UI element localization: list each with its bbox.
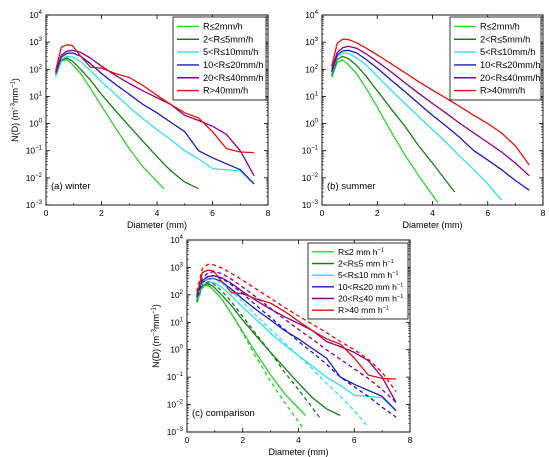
y-axis-label: N(D) (m−3mm−1) (10, 78, 20, 142)
y-tick-label: 10−1 (302, 146, 319, 156)
y-tick-label: 101 (29, 91, 42, 101)
x-axis-label: Diameter (mm) (127, 220, 187, 230)
panel-label: (a) winter (51, 181, 91, 192)
y-tick-label: 102 (305, 64, 318, 74)
y-tick-label: 104 (305, 10, 318, 20)
legend-label: R≤2mm/h (203, 21, 243, 31)
series-line-3 (55, 52, 255, 185)
x-tick-label: 0 (44, 208, 49, 218)
legend-label: R≤2 mm h−1 (338, 247, 384, 257)
legend-label: 10<R≤20 mm h−1 (338, 282, 403, 292)
y-tick-label: 100 (29, 119, 42, 129)
x-axis-label: Diameter (mm) (403, 220, 463, 230)
y-tick-label: 102 (29, 64, 42, 74)
series-line-5 (55, 44, 255, 154)
legend-label: 2<R≤5 mm h−1 (338, 259, 394, 269)
y-tick-label: 100 (170, 345, 183, 355)
legend-label: 5<R≤10mm/h (203, 47, 258, 57)
y-tick-label: 104 (170, 235, 183, 245)
series-line-11 (196, 263, 397, 392)
y-tick-label: 10−1 (167, 372, 184, 382)
legend-label: R≤2mm/h (480, 21, 520, 31)
y-tick-label: 101 (170, 317, 183, 327)
series-line-5 (331, 38, 530, 166)
series-line-3 (331, 49, 530, 191)
y-tick-label: 104 (29, 10, 42, 20)
legend-box (449, 16, 542, 101)
y-tick-label: 10−2 (167, 400, 184, 410)
x-tick-label: 6 (485, 208, 490, 218)
legend-box (307, 242, 409, 320)
x-axis-label: Diameter (mm) (269, 447, 329, 457)
y-tick-label: 103 (170, 262, 183, 272)
legend: R≤2mm/h 2<R≤5mm/h 5<R≤10mm/h 10<R≤20mm/h 20<… (449, 16, 542, 101)
x-tick-label: 0 (320, 208, 325, 218)
plot-area (196, 263, 397, 431)
x-tick-label: 2 (99, 208, 104, 218)
legend: R≤2 mm h−1 2<R≤5 mm h−15<R≤10 mm h−1 10<R≤… (307, 242, 409, 320)
series-line-9 (196, 275, 397, 418)
x-tick-label: 4 (430, 208, 435, 218)
y-tick-label: 10−3 (302, 200, 319, 210)
legend-label: 5<R≤10 mm h−1 (338, 270, 399, 280)
legend-label: 5<R≤10mm/h (480, 47, 535, 57)
legend: R≤2mm/h 2<R≤5mm/h 5<R≤10mm/h 10<R≤20mm/h 20<… (172, 16, 267, 101)
y-tick-label: 102 (170, 290, 183, 300)
y-axis-label: N(D) (m−3mm−1) (151, 304, 161, 368)
y-tick-label: 10−2 (26, 173, 43, 183)
series-line-2 (331, 52, 503, 201)
legend-label: 20<R≤40mm/h (203, 73, 263, 83)
x-tick-label: 6 (210, 208, 215, 218)
x-tick-label: 8 (541, 208, 546, 218)
y-tick-label: 10−3 (167, 427, 184, 437)
y-tick-label: 10−2 (302, 173, 319, 183)
x-tick-label: 4 (296, 435, 301, 445)
y-tick-label: 10−1 (26, 146, 43, 156)
legend-label: R>40mm/h (480, 86, 525, 96)
x-tick-label: 6 (352, 435, 357, 445)
legend-label: 20<R≤40 mm h−1 (338, 294, 403, 304)
panel-label: (c) comparison (192, 408, 255, 419)
legend-label: R>40mm/h (203, 86, 248, 96)
legend-label: 2<R≤5mm/h (203, 34, 253, 44)
plot-area (331, 38, 530, 204)
series-line-1 (196, 282, 341, 417)
y-tick-label: 101 (305, 91, 318, 101)
legend-label: 2<R≤5mm/h (480, 34, 530, 44)
series-line-5 (196, 269, 397, 380)
x-tick-label: 8 (266, 208, 271, 218)
panel-1: 0 2 4 6 8 10−3 10−2 10−1 100 101 102 103 104 Diameter… (302, 10, 546, 230)
legend-label: R>40 mm h−1 (338, 305, 389, 315)
x-tick-label: 2 (375, 208, 380, 218)
series-line-4 (55, 49, 255, 177)
series-line-2 (196, 281, 397, 412)
series-line-4 (331, 45, 530, 177)
panel-0: 0 2 4 6 8 10−3 10−2 10−1 100 101 102 103 104 Diameter… (10, 10, 271, 230)
panel-label: (b) summer (327, 181, 376, 192)
series-line-2 (55, 55, 255, 185)
series-line-10 (196, 271, 397, 403)
plot-area (55, 44, 255, 190)
legend-label: 10<R≤20mm/h (480, 60, 540, 70)
x-tick-label: 8 (408, 435, 413, 445)
x-tick-label: 0 (185, 435, 190, 445)
series-line-0 (331, 59, 439, 204)
x-tick-label: 4 (155, 208, 160, 218)
series-line-0 (196, 284, 306, 416)
y-tick-label: 103 (305, 37, 318, 47)
x-tick-label: 2 (240, 435, 245, 445)
panel-2: 0 2 4 6 8 10−3 10−2 10−1 100 101 102 103 104 Diameter… (151, 235, 413, 457)
legend-label: 20<R≤40mm/h (480, 73, 540, 83)
series-line-0 (55, 58, 165, 190)
series-line-7 (196, 281, 322, 420)
legend-label: 10<R≤20mm/h (203, 60, 263, 70)
y-tick-label: 100 (305, 119, 318, 129)
series-line-1 (55, 57, 199, 190)
legend-box (172, 16, 267, 101)
series-line-6 (196, 284, 305, 431)
y-tick-label: 103 (29, 37, 42, 47)
series-line-1 (331, 55, 456, 193)
y-tick-label: 10−3 (26, 200, 43, 210)
